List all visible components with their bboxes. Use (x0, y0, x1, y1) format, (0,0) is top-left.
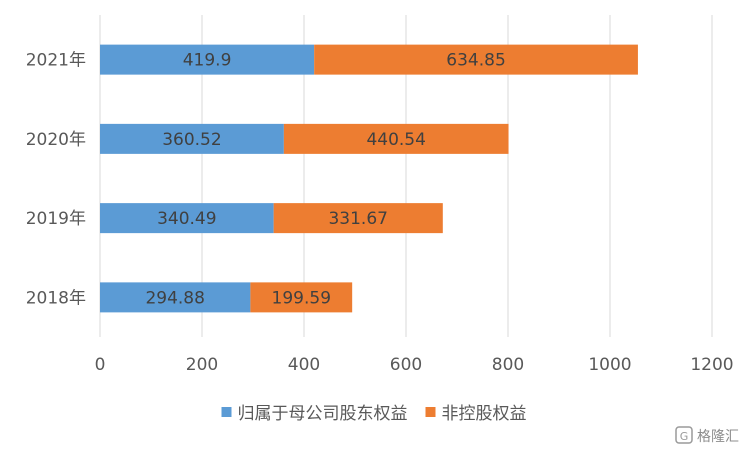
x-tick-label: 800 (492, 355, 524, 375)
category-label: 2021年 (26, 51, 86, 71)
bars (100, 44, 638, 313)
legend-label: 归属于母公司股东权益 (238, 404, 408, 424)
data-labels: 419.9 634.85 360.52 440.54 340.49 331.67 294.8… (145, 51, 505, 309)
x-tick-label: 0 (95, 355, 106, 375)
x-tick-label: 1200 (690, 355, 733, 375)
category-label: 2020年 (26, 130, 86, 150)
bar-segment (314, 44, 638, 75)
x-tick-label: 400 (288, 355, 320, 375)
data-label: 634.85 (446, 51, 505, 71)
bar-segment (273, 203, 443, 234)
bar-segment (100, 44, 315, 75)
data-label: 199.59 (272, 288, 331, 308)
bar-segment (100, 123, 284, 154)
bar-segment (100, 282, 251, 313)
data-label: 331.67 (328, 209, 387, 229)
legend-swatch (221, 407, 232, 417)
x-tick-label: 1000 (588, 355, 631, 375)
data-label: 440.54 (366, 130, 425, 150)
watermark-logo-icon (675, 426, 693, 444)
bar-segment (250, 282, 353, 313)
legend-label: 非控股权益 (442, 404, 527, 424)
category-label: 2018年 (26, 288, 86, 308)
x-tick-label: 200 (186, 355, 218, 375)
data-label: 340.49 (157, 209, 216, 229)
legend-swatch (425, 407, 436, 417)
x-tick-label: 600 (390, 355, 422, 375)
bar-segment (100, 203, 274, 234)
watermark-text: 格隆汇 (697, 429, 739, 445)
category-label: 2019年 (26, 209, 86, 229)
watermark-logo-glyph: G (680, 430, 689, 443)
watermark: G 格隆汇 (675, 426, 739, 445)
value-axis: 0 200 400 600 800 1000 1200 (95, 355, 734, 375)
bar-segment (283, 123, 509, 154)
data-label: 294.88 (145, 288, 204, 308)
legend: 归属于母公司股东权益 非控股权益 (221, 404, 527, 424)
data-label: 360.52 (162, 130, 221, 150)
data-label: 419.9 (183, 51, 232, 71)
category-axis: 2021年 2020年 2019年 2018年 (26, 51, 86, 309)
